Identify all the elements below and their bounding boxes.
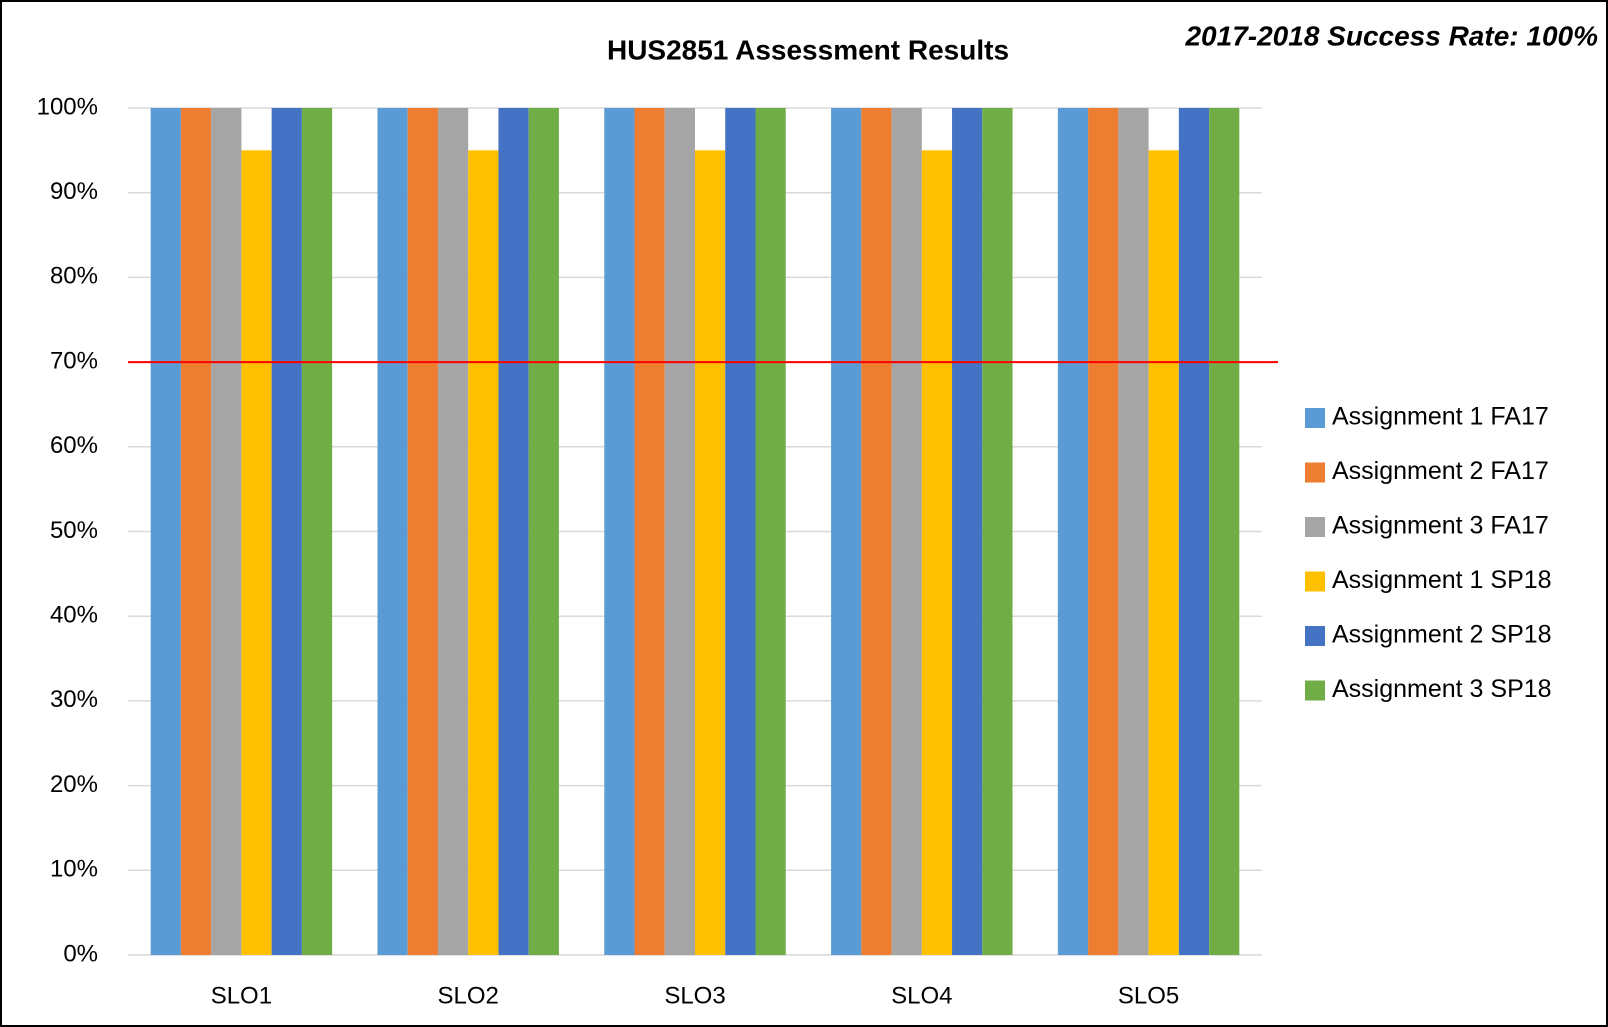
bar [377,108,408,955]
y-tick-label: 30% [50,686,98,713]
bar [725,108,756,955]
x-tick-label: SLO1 [211,982,272,1009]
y-tick-label: 80% [50,263,98,290]
bar [604,108,635,955]
bar [861,108,892,955]
annotation: 2017-2018 Success Rate: 100% [1184,20,1598,51]
bar [831,108,862,955]
bar [468,150,499,956]
chart-title: HUS2851 Assessment Results [607,34,1009,65]
legend-label: Assignment 3 SP18 [1332,675,1552,703]
bar [437,108,469,955]
legend-label: Assignment 2 SP18 [1332,621,1552,649]
bar [241,150,272,956]
bar [271,108,302,955]
legend-swatch [1305,408,1325,428]
y-tick-label: 20% [50,771,98,798]
x-tick-label: SLO3 [664,982,725,1009]
legend-swatch [1305,517,1325,537]
bar [407,108,438,955]
bar [1088,108,1119,955]
bar [634,108,665,955]
legend-swatch [1305,680,1325,701]
bar [891,108,922,955]
x-tick-label: SLO4 [891,982,952,1009]
bar [180,108,212,955]
bar [150,108,181,955]
bar [921,150,953,956]
y-tick-label: 100% [37,93,98,120]
bar [498,108,529,955]
y-tick-label: 70% [50,347,98,374]
bar [952,108,983,955]
x-tick-label: SLO5 [1118,982,1179,1009]
legend-label: Assignment 1 FA17 [1332,403,1549,431]
bar [528,108,559,955]
legend-label: Assignment 2 FA17 [1332,457,1549,485]
y-tick-label: 50% [50,517,98,544]
bar [1148,150,1179,956]
bar [211,108,242,955]
bar [1209,108,1240,955]
y-tick-label: 40% [50,602,98,629]
legend-swatch [1305,626,1325,646]
bar [664,108,695,955]
y-tick-label: 60% [50,432,98,459]
bar [982,108,1013,955]
legend-label: Assignment 1 SP18 [1332,566,1552,594]
legend-label: Assignment 3 FA17 [1332,512,1549,540]
legend-swatch [1305,571,1325,592]
bar [301,108,333,955]
y-tick-label: 0% [63,940,98,967]
y-tick-label: 90% [50,178,98,205]
bar [695,150,726,956]
bar [1057,108,1089,955]
x-tick-label: SLO2 [438,982,499,1009]
bar [1118,108,1149,955]
y-tick-label: 10% [50,856,98,883]
bar [1178,108,1210,955]
bar [755,108,786,955]
legend-swatch [1305,462,1325,483]
